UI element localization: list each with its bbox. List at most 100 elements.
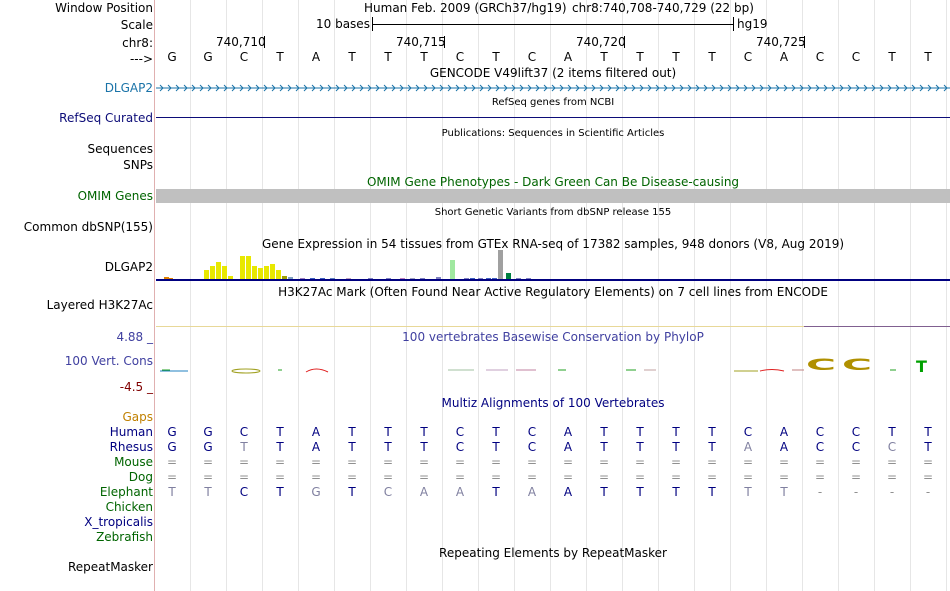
strand-chevron — [583, 84, 588, 92]
alignment-base: T — [492, 425, 500, 439]
repeatmasker-label[interactable]: RepeatMasker — [67, 560, 153, 574]
strand-chevron — [391, 84, 396, 92]
snps-label[interactable]: SNPs — [123, 158, 153, 172]
gtex-tissue-bar[interactable] — [498, 250, 503, 280]
sequence-base: G — [167, 50, 177, 64]
alignment-base: A — [563, 485, 573, 499]
strand-chevron — [839, 84, 844, 92]
publications-track-title[interactable]: Publications: Sequences in Scientific Ar… — [441, 128, 665, 139]
gtex-tissue-bar[interactable] — [210, 266, 215, 280]
alignment-base: = — [490, 470, 502, 484]
strand-chevron — [927, 84, 932, 92]
gtex-tissue-bar[interactable] — [216, 262, 221, 280]
species-label[interactable]: Dog — [128, 470, 153, 484]
ruler-tick-mark — [444, 36, 445, 48]
gtex-tissue-bar[interactable] — [246, 256, 251, 280]
gtex-tissue-bar[interactable] — [270, 264, 275, 280]
alignment-base: G — [203, 440, 213, 454]
strand-chevron — [719, 84, 724, 92]
omim-track-title[interactable]: OMIM Gene Phenotypes - Dark Green Can Be… — [366, 175, 740, 189]
alignment-base: C — [815, 425, 825, 439]
common-dbsnp-label[interactable]: Common dbSNP(155) — [23, 220, 153, 234]
alignment-base: G — [167, 440, 177, 454]
alignment-base: C — [851, 425, 861, 439]
gencode-gene-feature[interactable] — [156, 82, 950, 94]
alignment-base: = — [670, 470, 682, 484]
gtex-tissue-bar[interactable] — [222, 266, 227, 280]
strand-chevron — [263, 84, 268, 92]
alignment-base: T — [708, 485, 716, 499]
alignment-base: T — [924, 425, 932, 439]
gridline — [262, 0, 263, 591]
gridline — [514, 0, 515, 591]
gtex-tissue-bar[interactable] — [164, 277, 169, 280]
repeatmasker-track-title[interactable]: Repeating Elements by RepeatMasker — [439, 546, 667, 560]
omim-genes-label[interactable]: OMIM Genes — [77, 189, 153, 203]
gtex-bar-chart[interactable] — [156, 250, 950, 280]
alignment-base: = — [310, 470, 322, 484]
strand-chevron — [559, 84, 564, 92]
alignment-base: T — [240, 440, 248, 454]
species-label[interactable]: X_tropicalis — [84, 515, 153, 529]
gtex-tissue-bar[interactable] — [264, 266, 269, 280]
alignment-base: = — [238, 470, 250, 484]
species-label[interactable]: Elephant — [99, 485, 153, 499]
alignment-base: = — [778, 470, 790, 484]
species-label[interactable]: Rhesus — [109, 440, 153, 454]
gtex-tissue-bar[interactable] — [436, 277, 441, 280]
species-label[interactable]: Chicken — [105, 500, 153, 514]
alignment-base: = — [598, 455, 610, 469]
multiz-track-title[interactable]: Multiz Alignments of 100 Vertebrates — [441, 396, 665, 410]
alignment-base: - — [925, 485, 931, 499]
alignment-base: T — [636, 425, 644, 439]
strand-chevron — [231, 84, 236, 92]
refseq-track-title[interactable]: RefSeq genes from NCBI — [491, 97, 615, 108]
alignment-base: C — [455, 440, 465, 454]
alignment-base: T — [672, 440, 680, 454]
alignment-base: G — [203, 425, 213, 439]
phylop-signal[interactable]: C C T — [156, 358, 950, 374]
refseq-curated-label[interactable]: RefSeq Curated — [59, 111, 153, 125]
gencode-track-title[interactable]: GENCODE V49lift37 (2 items filtered out) — [429, 66, 677, 80]
vert-cons-label[interactable]: 100 Vert. Cons — [64, 354, 153, 368]
layered-h3k27ac-label[interactable]: Layered H3K27Ac — [46, 298, 153, 312]
h3k27ac-track-title[interactable]: H3K27Ac Mark (Often Found Near Active Re… — [278, 285, 828, 299]
chrom-label: chr8: — [122, 36, 153, 50]
gtex-tissue-bar[interactable] — [282, 276, 287, 280]
gtex-tissue-bar[interactable] — [240, 256, 245, 280]
strand-chevron — [759, 84, 764, 92]
omim-feature-bar[interactable] — [156, 189, 950, 203]
gtex-gene-label[interactable]: DLGAP2 — [104, 260, 153, 274]
species-label[interactable]: Human — [109, 425, 153, 439]
refseq-feature-line[interactable] — [156, 117, 950, 118]
dbsnp-track-title[interactable]: Short Genetic Variants from dbSNP releas… — [434, 207, 672, 218]
sequences-label[interactable]: Sequences — [87, 142, 153, 156]
strand-chevron — [687, 84, 692, 92]
alignment-base: T — [276, 425, 284, 439]
gtex-tissue-bar[interactable] — [288, 277, 293, 280]
species-label[interactable]: Mouse — [114, 455, 153, 469]
gtex-tissue-bar[interactable] — [450, 260, 455, 280]
gtex-tissue-bar[interactable] — [506, 273, 511, 280]
dlgap2-gene-label[interactable]: DLGAP2 — [104, 81, 153, 95]
gtex-tissue-bar[interactable] — [276, 270, 281, 280]
gtex-tissue-bar[interactable] — [204, 270, 209, 280]
alignment-base: A — [311, 425, 321, 439]
phylop-track-title[interactable]: 100 vertebrates Basewise Conservation by… — [402, 330, 704, 344]
assembly-text: Human Feb. 2009 (GRCh37/hg19) — [364, 1, 567, 15]
alignment-base: C — [527, 440, 537, 454]
strand-chevron — [311, 84, 316, 92]
alignment-base: T — [348, 425, 356, 439]
gtex-tissue-bar[interactable] — [252, 266, 257, 280]
species-label[interactable]: Zebrafish — [96, 530, 153, 544]
alignment-base: G — [167, 425, 177, 439]
gtex-track-title[interactable]: Gene Expression in 54 tissues from GTEx … — [261, 237, 845, 251]
gtex-tissue-bar[interactable] — [258, 268, 263, 280]
alignment-base: = — [418, 455, 430, 469]
alignment-base: T — [708, 440, 716, 454]
strand-chevron — [247, 84, 252, 92]
gtex-tissue-bar[interactable] — [228, 276, 233, 280]
gaps-label[interactable]: Gaps — [122, 410, 153, 424]
sequence-base: G — [203, 50, 213, 64]
alignment-base: C — [851, 440, 861, 454]
